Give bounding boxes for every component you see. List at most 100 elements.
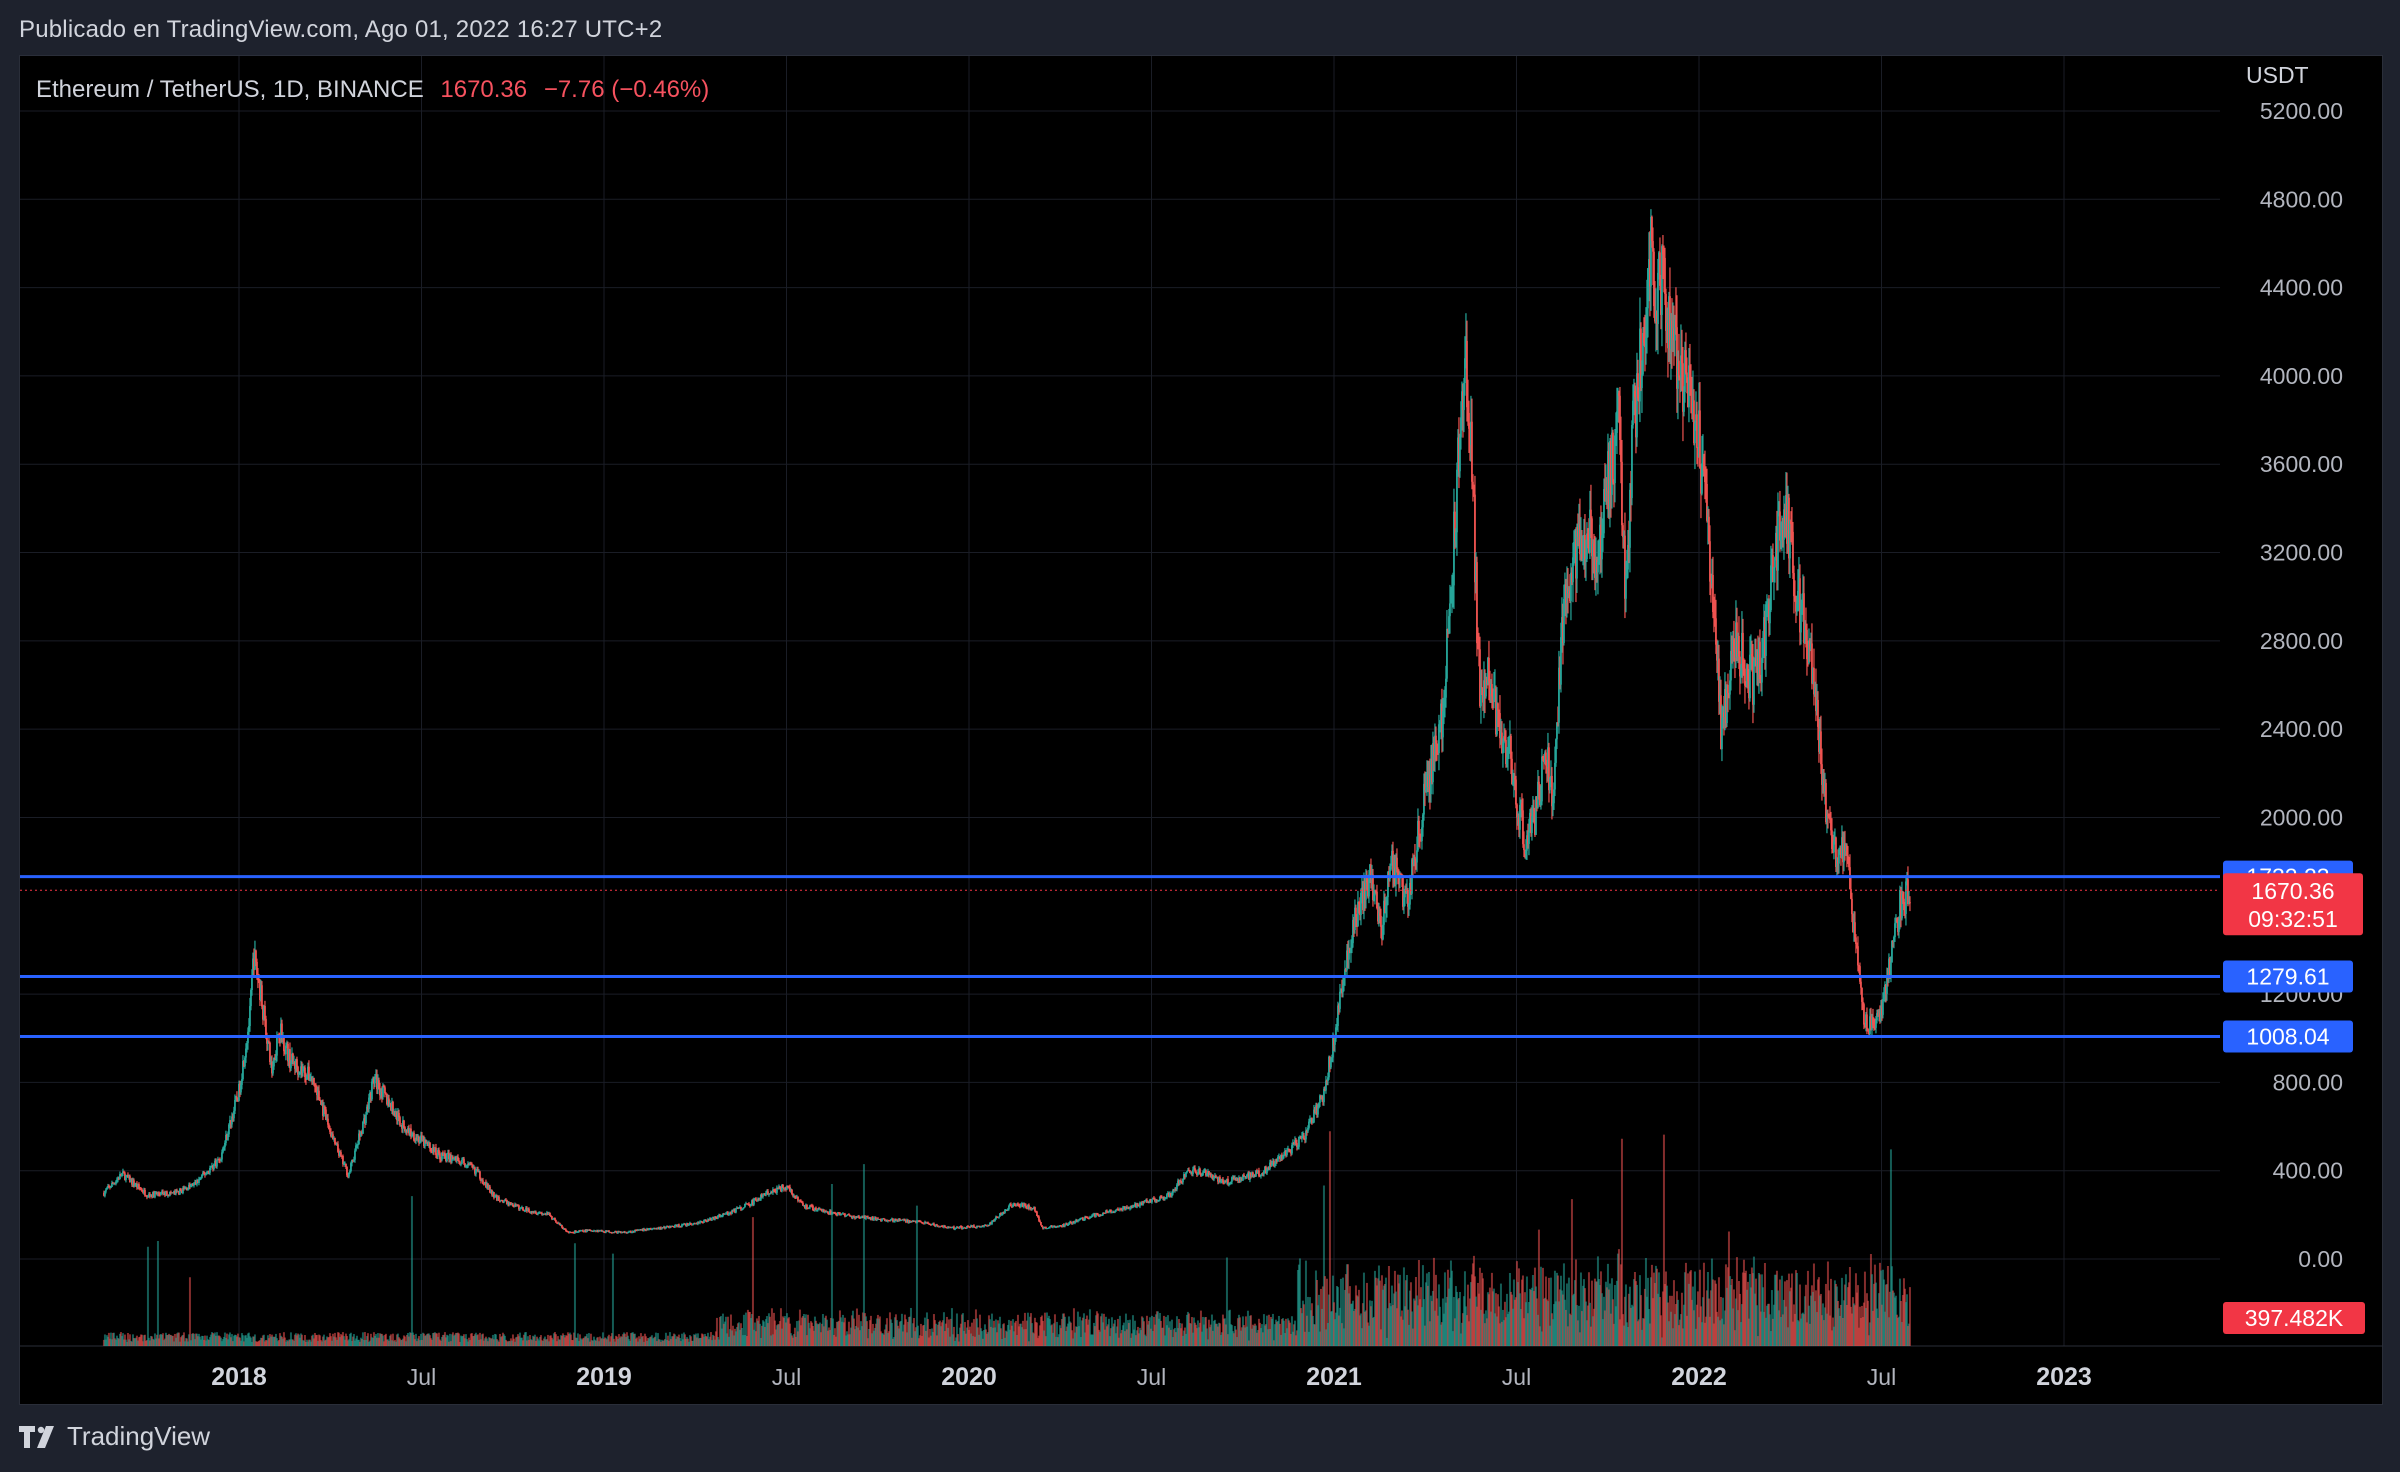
candle-body xyxy=(1097,1214,1099,1216)
candle-body xyxy=(534,1211,536,1213)
candle-body xyxy=(851,1216,853,1219)
candle-body xyxy=(1738,635,1740,657)
candle-body xyxy=(685,1224,687,1226)
candle-body xyxy=(1082,1217,1084,1221)
candle-body xyxy=(710,1218,712,1221)
candle-body xyxy=(941,1225,943,1227)
candle-body xyxy=(554,1218,556,1221)
candle-body xyxy=(1171,1193,1173,1197)
candle-body xyxy=(621,1231,623,1234)
candle-body xyxy=(810,1205,812,1207)
candle-body xyxy=(670,1226,672,1228)
candle-body xyxy=(999,1213,1001,1217)
candle-body xyxy=(1160,1197,1162,1199)
candle-body xyxy=(721,1215,723,1217)
candle-body xyxy=(1035,1210,1037,1212)
candle-body xyxy=(142,1191,144,1193)
candle-body xyxy=(253,958,255,970)
candle-body xyxy=(215,1160,217,1167)
candle-body xyxy=(325,1109,327,1120)
candle-body xyxy=(1215,1175,1217,1178)
candle-body xyxy=(711,1217,713,1221)
candle-body xyxy=(1265,1166,1267,1174)
candle-body xyxy=(444,1153,446,1157)
candle-body xyxy=(1430,759,1432,795)
candle-body xyxy=(966,1226,968,1229)
candle-body xyxy=(984,1224,986,1226)
candle-body xyxy=(901,1219,903,1221)
candle-body xyxy=(446,1153,448,1162)
candle-body xyxy=(164,1192,166,1196)
candle-body xyxy=(1313,1109,1315,1123)
candle-body xyxy=(459,1161,461,1165)
candle-body xyxy=(425,1140,427,1143)
candle-body xyxy=(773,1189,775,1191)
candle-body xyxy=(712,1216,714,1218)
candle-body xyxy=(138,1184,140,1188)
candle-body xyxy=(1235,1178,1237,1181)
candle-body xyxy=(378,1080,380,1089)
candle-body xyxy=(678,1224,680,1227)
candle-body xyxy=(1672,328,1674,339)
candle-body xyxy=(666,1225,668,1228)
candle-body xyxy=(1324,1088,1326,1091)
candle-body xyxy=(1210,1173,1212,1177)
candle-body xyxy=(680,1226,682,1228)
chart-panel[interactable]: 5200.00 4800.00 4400.00 4000.00 3600.00 3200.… xyxy=(19,55,2383,1405)
candle-body xyxy=(1562,617,1564,644)
candle-body xyxy=(945,1227,947,1229)
candle-body xyxy=(821,1209,823,1212)
candle-body xyxy=(1077,1220,1079,1222)
candle-body xyxy=(1163,1197,1165,1200)
candle-body xyxy=(1523,844,1525,851)
candle-body xyxy=(381,1092,383,1097)
candle-body xyxy=(1052,1226,1054,1228)
price-chart[interactable]: 5200.004800.004400.004000.003600.003200.… xyxy=(20,56,2382,1404)
candle-body xyxy=(1751,653,1753,657)
candle-body xyxy=(1748,681,1750,699)
candle-body xyxy=(1563,598,1565,644)
candle-body xyxy=(638,1229,640,1231)
candle-body xyxy=(1302,1135,1304,1137)
candle-body xyxy=(1674,319,1676,341)
candle-body xyxy=(742,1208,744,1210)
candle-body xyxy=(918,1220,920,1222)
candle-body xyxy=(1293,1142,1295,1144)
candle-body xyxy=(1592,543,1594,557)
candle-body xyxy=(340,1152,342,1156)
candle-body xyxy=(1478,648,1480,650)
candle-body xyxy=(283,1035,285,1052)
candle-body xyxy=(530,1212,532,1214)
candle-body xyxy=(1567,588,1569,594)
candle-body xyxy=(958,1227,960,1229)
candle-body xyxy=(1714,612,1716,619)
candle-body xyxy=(133,1180,135,1186)
candle-body xyxy=(372,1078,374,1082)
candle-body xyxy=(1369,864,1371,875)
candle-body xyxy=(683,1223,685,1225)
candle-body xyxy=(1023,1203,1025,1208)
candle-body xyxy=(886,1219,888,1222)
candle-body xyxy=(787,1186,789,1188)
candle-body xyxy=(1310,1118,1312,1120)
candle-body xyxy=(395,1112,397,1116)
candle-body xyxy=(1427,776,1429,787)
candle-body xyxy=(861,1216,863,1218)
candle-body xyxy=(1462,391,1464,411)
candle-body xyxy=(407,1128,409,1133)
candle-body xyxy=(1055,1227,1057,1229)
candle-body xyxy=(1569,591,1571,602)
candle-body xyxy=(257,975,259,981)
candle-body xyxy=(1359,904,1361,916)
candle-body xyxy=(582,1230,584,1232)
candle-body xyxy=(1654,306,1656,322)
candle-body xyxy=(1683,391,1685,412)
candle-body xyxy=(1001,1213,1003,1215)
candle-body xyxy=(1503,736,1505,744)
candle-body xyxy=(1453,511,1455,586)
candle-body xyxy=(837,1212,839,1216)
candle-body xyxy=(858,1216,860,1218)
candle-body xyxy=(1475,562,1477,583)
candle-body xyxy=(1691,383,1693,413)
candle-body xyxy=(1025,1205,1027,1208)
